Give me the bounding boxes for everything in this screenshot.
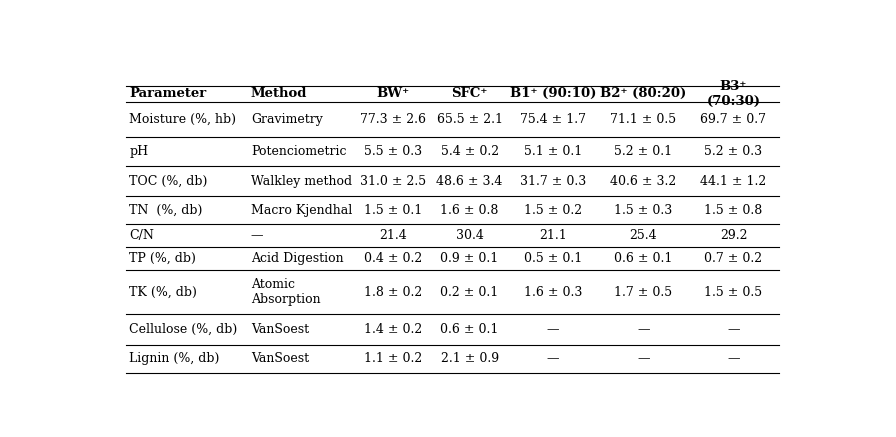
Text: 1.1 ± 0.2: 1.1 ± 0.2	[364, 353, 422, 365]
Text: 31.7 ± 0.3: 31.7 ± 0.3	[520, 175, 586, 188]
Text: TK (%, db): TK (%, db)	[129, 285, 197, 298]
Text: Walkley method: Walkley method	[251, 175, 352, 188]
Text: —: —	[637, 323, 650, 336]
Text: 1.5 ± 0.1: 1.5 ± 0.1	[364, 204, 422, 217]
Text: 0.5 ± 0.1: 0.5 ± 0.1	[524, 252, 582, 265]
Text: TN  (%, db): TN (%, db)	[129, 204, 202, 217]
Text: Method: Method	[251, 87, 307, 101]
Text: Atomic
Absorption: Atomic Absorption	[251, 278, 321, 306]
Text: 29.2: 29.2	[719, 229, 747, 242]
Text: —: —	[728, 323, 740, 336]
Text: 5.1 ± 0.1: 5.1 ± 0.1	[524, 145, 582, 158]
Text: 2.1 ± 0.9: 2.1 ± 0.9	[441, 353, 499, 365]
Text: SFC⁺: SFC⁺	[452, 87, 487, 101]
Text: Moisture (%, hb): Moisture (%, hb)	[129, 113, 237, 126]
Text: Cellulose (%, db): Cellulose (%, db)	[129, 323, 237, 336]
Text: 21.1: 21.1	[539, 229, 567, 242]
Text: 1.5 ± 0.2: 1.5 ± 0.2	[524, 204, 582, 217]
Text: VanSoest: VanSoest	[251, 353, 309, 365]
Text: 1.4 ± 0.2: 1.4 ± 0.2	[364, 323, 422, 336]
Text: 75.4 ± 1.7: 75.4 ± 1.7	[520, 113, 586, 126]
Text: 1.7 ± 0.5: 1.7 ± 0.5	[614, 285, 672, 298]
Text: 5.2 ± 0.3: 5.2 ± 0.3	[704, 145, 762, 158]
Text: 77.3 ± 2.6: 77.3 ± 2.6	[360, 113, 426, 126]
Text: 1.5 ± 0.5: 1.5 ± 0.5	[704, 285, 762, 298]
Text: Parameter: Parameter	[129, 87, 207, 101]
Text: 1.8 ± 0.2: 1.8 ± 0.2	[364, 285, 422, 298]
Text: 0.2 ± 0.1: 0.2 ± 0.1	[441, 285, 499, 298]
Text: 48.6 ± 3.4: 48.6 ± 3.4	[436, 175, 503, 188]
Text: 5.5 ± 0.3: 5.5 ± 0.3	[364, 145, 422, 158]
Text: 31.0 ± 2.5: 31.0 ± 2.5	[360, 175, 426, 188]
Text: —: —	[547, 353, 559, 365]
Text: 0.6 ± 0.1: 0.6 ± 0.1	[614, 252, 672, 265]
Text: 1.5 ± 0.8: 1.5 ± 0.8	[704, 204, 762, 217]
Text: Acid Digestion: Acid Digestion	[251, 252, 343, 265]
Text: Gravimetry: Gravimetry	[251, 113, 323, 126]
Text: 1.6 ± 0.3: 1.6 ± 0.3	[524, 285, 582, 298]
Text: 25.4: 25.4	[629, 229, 657, 242]
Text: 69.7 ± 0.7: 69.7 ± 0.7	[701, 113, 766, 126]
Text: 21.4: 21.4	[379, 229, 407, 242]
Text: BW⁺: BW⁺	[376, 87, 409, 101]
Text: Lignin (%, db): Lignin (%, db)	[129, 353, 220, 365]
Text: 0.6 ± 0.1: 0.6 ± 0.1	[441, 323, 499, 336]
Text: B3⁺
(70:30): B3⁺ (70:30)	[706, 80, 761, 108]
Text: C/N: C/N	[129, 229, 154, 242]
Text: —: —	[728, 353, 740, 365]
Text: 0.4 ± 0.2: 0.4 ± 0.2	[364, 252, 422, 265]
Text: pH: pH	[129, 145, 149, 158]
Text: 5.4 ± 0.2: 5.4 ± 0.2	[441, 145, 499, 158]
Text: B1⁺ (90:10): B1⁺ (90:10)	[510, 87, 596, 101]
Text: B2⁺ (80:20): B2⁺ (80:20)	[600, 87, 686, 101]
Text: 40.6 ± 3.2: 40.6 ± 3.2	[610, 175, 676, 188]
Text: 65.5 ± 2.1: 65.5 ± 2.1	[436, 113, 503, 126]
Text: 0.9 ± 0.1: 0.9 ± 0.1	[441, 252, 499, 265]
Text: TP (%, db): TP (%, db)	[129, 252, 196, 265]
Text: —: —	[547, 323, 559, 336]
Text: 30.4: 30.4	[456, 229, 484, 242]
Text: TOC (%, db): TOC (%, db)	[129, 175, 208, 188]
Text: Potenciometric: Potenciometric	[251, 145, 347, 158]
Text: —: —	[637, 353, 650, 365]
Text: 1.6 ± 0.8: 1.6 ± 0.8	[441, 204, 499, 217]
Text: VanSoest: VanSoest	[251, 323, 309, 336]
Text: 5.2 ± 0.1: 5.2 ± 0.1	[614, 145, 672, 158]
Text: 1.5 ± 0.3: 1.5 ± 0.3	[614, 204, 672, 217]
Text: Macro Kjendhal: Macro Kjendhal	[251, 204, 352, 217]
Text: 0.7 ± 0.2: 0.7 ± 0.2	[704, 252, 762, 265]
Text: 71.1 ± 0.5: 71.1 ± 0.5	[610, 113, 676, 126]
Text: —: —	[251, 229, 263, 242]
Text: 44.1 ± 1.2: 44.1 ± 1.2	[701, 175, 767, 188]
